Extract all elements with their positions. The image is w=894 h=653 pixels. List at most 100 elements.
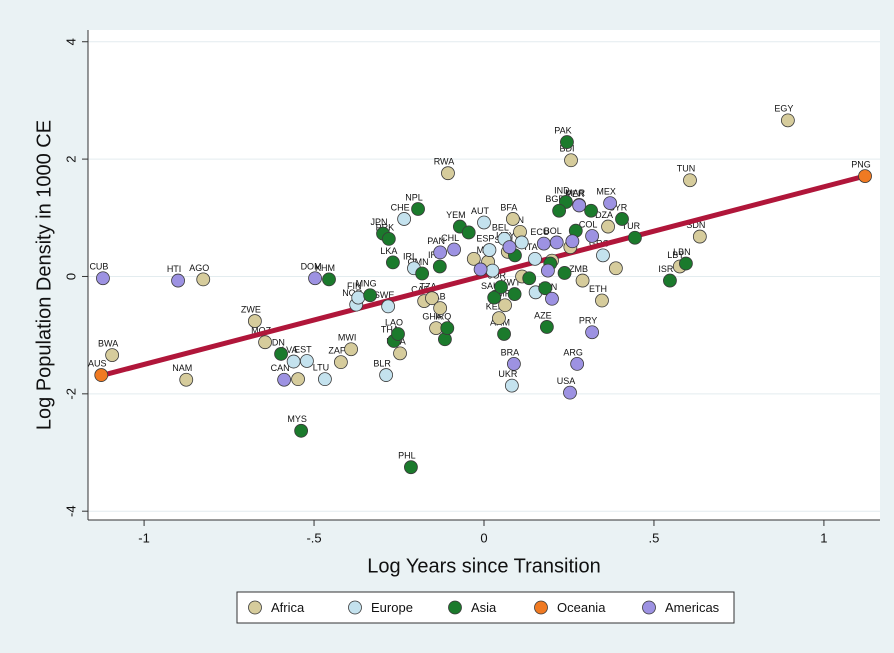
point bbox=[381, 232, 396, 246]
point-label: NPL bbox=[405, 192, 423, 202]
point-label: LKA bbox=[380, 246, 397, 256]
point-label: LAO bbox=[385, 317, 403, 327]
point-label: CHL bbox=[441, 233, 459, 243]
point bbox=[608, 261, 623, 276]
point bbox=[603, 196, 618, 211]
point bbox=[596, 248, 610, 263]
x-tick-label: 0 bbox=[480, 530, 487, 545]
point bbox=[545, 291, 559, 306]
legend-label: Africa bbox=[271, 600, 305, 615]
point-label: SWE bbox=[374, 290, 395, 300]
point-label: MAR bbox=[565, 188, 586, 198]
point-label: HTI bbox=[167, 264, 182, 274]
point bbox=[507, 357, 521, 371]
point-label: IND bbox=[554, 185, 570, 195]
point-label: BLR bbox=[373, 358, 391, 368]
point bbox=[441, 166, 455, 181]
point bbox=[94, 368, 109, 382]
point bbox=[628, 230, 642, 245]
x-axis-title: Log Years since Transition bbox=[367, 555, 601, 577]
point bbox=[498, 298, 512, 313]
point-label: PAK bbox=[554, 125, 571, 135]
point bbox=[363, 288, 378, 303]
point bbox=[575, 273, 590, 288]
legend-label: Americas bbox=[665, 600, 720, 615]
point-label: ITA bbox=[524, 242, 537, 252]
point-label: AGO bbox=[189, 263, 209, 273]
point-label: MOZ bbox=[251, 326, 271, 336]
point bbox=[858, 169, 872, 184]
point-label: LBN bbox=[673, 247, 691, 257]
point bbox=[393, 346, 407, 361]
point bbox=[411, 202, 425, 216]
point-label: EGY bbox=[774, 104, 793, 114]
point-label: EST bbox=[294, 344, 312, 354]
point-label: MWI bbox=[338, 333, 357, 343]
point-label: TUR bbox=[622, 221, 641, 231]
point-label: MEX bbox=[596, 186, 616, 196]
y-tick-label: -4 bbox=[63, 505, 78, 517]
y-tick-label: 2 bbox=[63, 155, 78, 162]
point bbox=[549, 235, 564, 250]
point-label: MNG bbox=[356, 279, 377, 289]
point bbox=[433, 301, 448, 316]
point bbox=[570, 357, 585, 371]
point bbox=[294, 423, 309, 438]
y-tick-label: -2 bbox=[63, 388, 78, 400]
point bbox=[291, 372, 305, 387]
point bbox=[415, 266, 430, 281]
point bbox=[780, 113, 795, 128]
point-label: PNG bbox=[851, 159, 871, 169]
point-label: SAU bbox=[481, 281, 500, 291]
point bbox=[538, 281, 553, 296]
point-label: ISR bbox=[658, 264, 674, 274]
y-tick-label: 0 bbox=[63, 273, 78, 280]
legend-marker bbox=[448, 600, 462, 615]
legend-marker bbox=[248, 600, 262, 615]
point bbox=[552, 203, 567, 218]
point-label: ZWE bbox=[241, 304, 261, 314]
y-axis-title: Log Population Density in 1000 CE bbox=[33, 120, 55, 430]
point bbox=[351, 290, 366, 305]
point-label: BEL bbox=[492, 222, 509, 232]
point bbox=[286, 354, 301, 369]
point bbox=[522, 271, 537, 286]
point bbox=[473, 262, 488, 277]
point-label: CHE bbox=[391, 202, 410, 212]
point-label: BGD bbox=[545, 194, 565, 204]
point bbox=[432, 259, 447, 274]
point bbox=[683, 173, 697, 188]
point bbox=[692, 229, 707, 244]
point-label: KEN bbox=[486, 302, 505, 312]
point bbox=[322, 272, 336, 287]
point bbox=[560, 135, 574, 149]
point-label: BFA bbox=[500, 202, 517, 212]
point bbox=[563, 385, 577, 400]
point bbox=[485, 263, 500, 278]
point-label: AUS bbox=[88, 358, 107, 368]
point bbox=[379, 368, 394, 382]
point bbox=[461, 225, 476, 240]
point-label: RWA bbox=[434, 157, 455, 167]
point-label: UKR bbox=[498, 369, 518, 379]
point-label: TZA bbox=[419, 282, 436, 292]
point bbox=[247, 314, 262, 328]
point bbox=[440, 321, 455, 336]
point bbox=[615, 212, 629, 226]
point-label: SYR bbox=[609, 202, 628, 212]
point bbox=[447, 242, 461, 257]
point-label: ECU bbox=[530, 227, 549, 237]
x-tick-label: -1 bbox=[138, 530, 150, 545]
point-label: BOL bbox=[544, 226, 562, 236]
point-label: DZA bbox=[595, 210, 613, 220]
point bbox=[277, 372, 292, 387]
point-label: NOR bbox=[342, 288, 363, 298]
x-tick-label: .5 bbox=[649, 530, 660, 545]
point-label: CUB bbox=[89, 262, 108, 272]
point-label: OMN bbox=[408, 257, 429, 267]
point bbox=[492, 311, 506, 326]
point-label: ESP bbox=[476, 233, 494, 243]
point bbox=[539, 320, 554, 334]
